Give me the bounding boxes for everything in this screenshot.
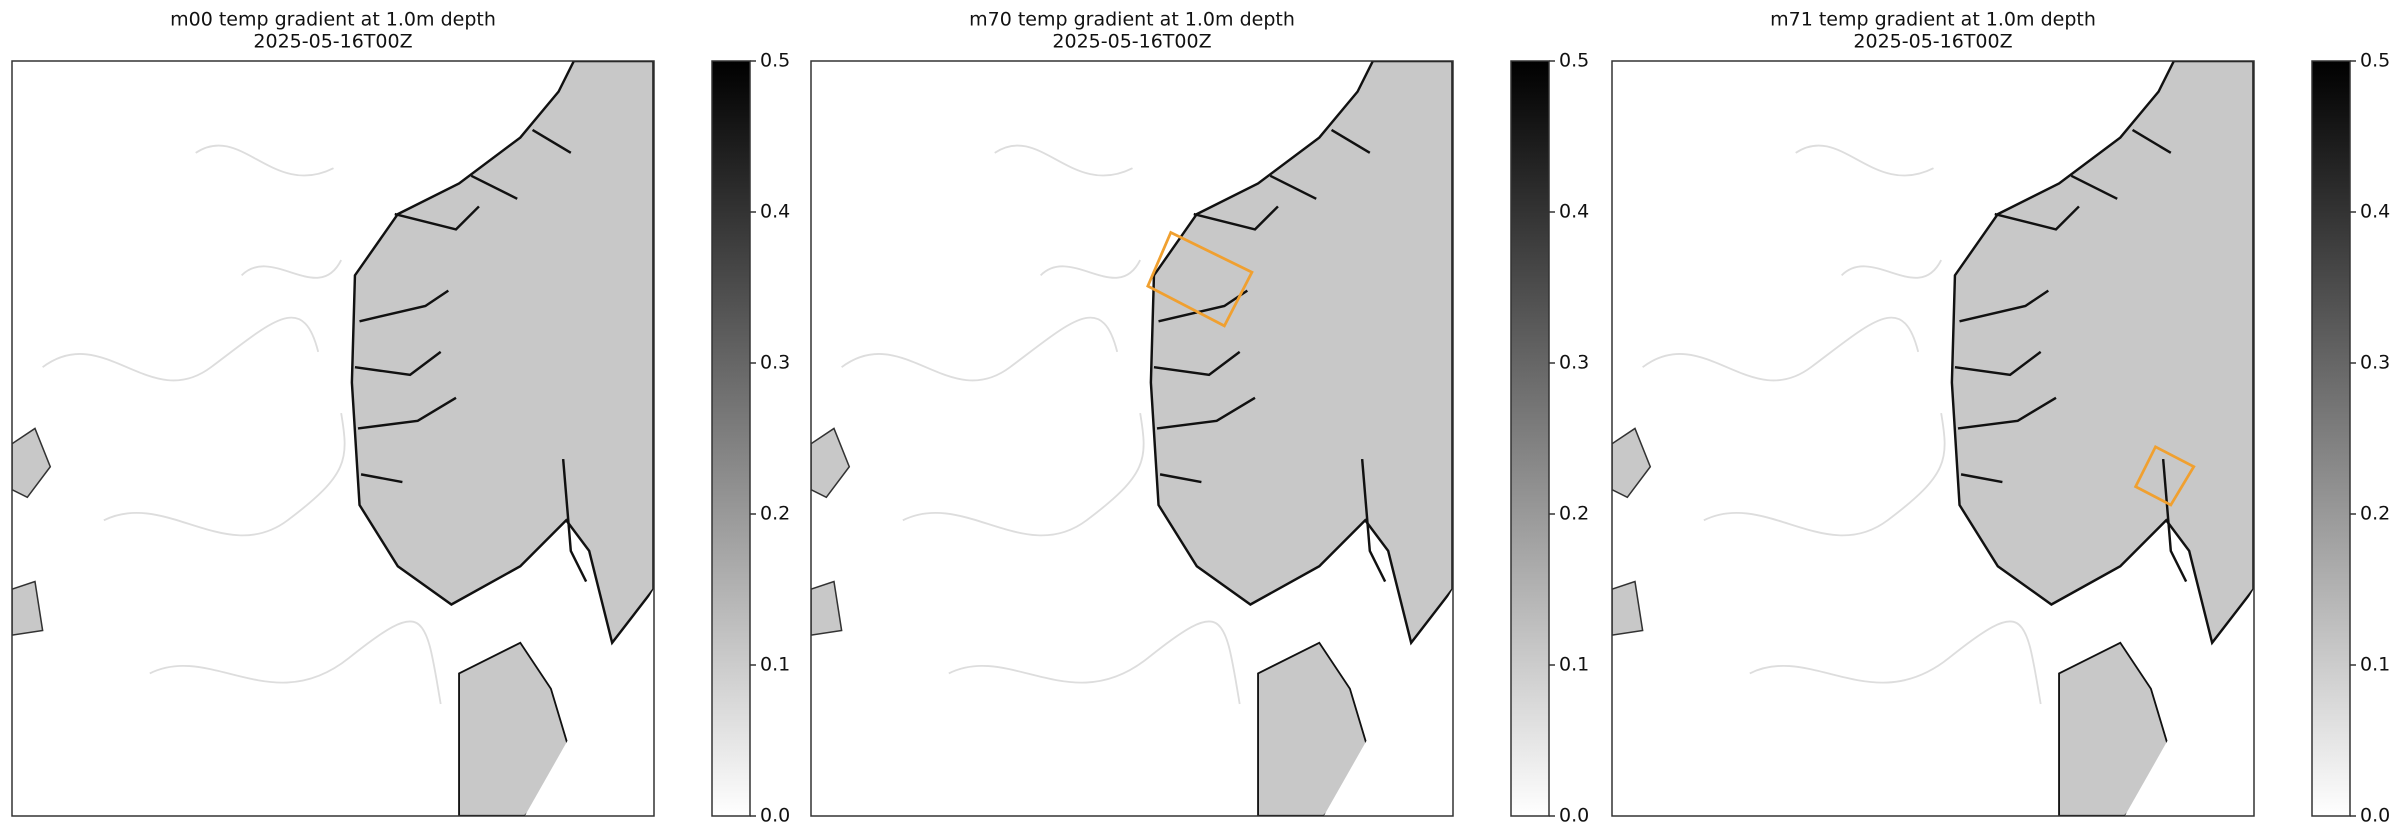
colorbar-tick-label: 0.0 bbox=[1559, 805, 1589, 827]
colorbar-tick-label: 0.1 bbox=[1559, 654, 1589, 676]
panels: m00 temp gradient at 1.0m depth 2025-05-… bbox=[11, 9, 2255, 817]
colorbar-tick-label: 0.3 bbox=[760, 352, 790, 374]
highlight-box bbox=[2133, 444, 2196, 507]
axes-frame bbox=[810, 60, 1454, 817]
colorbar-tick-label: 0.4 bbox=[1559, 201, 1589, 223]
panel-subtitle: 2025-05-16T00Z bbox=[1853, 31, 2012, 53]
panel-subtitle: 2025-05-16T00Z bbox=[253, 31, 412, 53]
colorbar-tick-label: 0.5 bbox=[2360, 50, 2390, 72]
colorbar-tick-label: 0.4 bbox=[760, 201, 790, 223]
colorbar-tick-label: 0.5 bbox=[1559, 50, 1589, 72]
map bbox=[1612, 61, 2254, 816]
colorbar-tick-label: 0.2 bbox=[1559, 503, 1589, 525]
highlight-box bbox=[1146, 230, 1254, 328]
panel: m71 temp gradient at 1.0m depth 2025-05-… bbox=[1611, 9, 2255, 817]
colorbar-tick-label: 0.5 bbox=[760, 50, 790, 72]
panel: m00 temp gradient at 1.0m depth 2025-05-… bbox=[11, 9, 655, 817]
colorbar-tick-label: 0.4 bbox=[2360, 201, 2390, 223]
colorbar bbox=[711, 60, 751, 817]
panel-title: m00 temp gradient at 1.0m depth bbox=[170, 9, 496, 31]
panel-title: m71 temp gradient at 1.0m depth bbox=[1770, 9, 2096, 31]
colorbar-tick-label: 0.3 bbox=[2360, 352, 2390, 374]
colorbar bbox=[1510, 60, 1550, 817]
colorbar bbox=[2311, 60, 2351, 817]
colorbar-tick-label: 0.0 bbox=[2360, 805, 2390, 827]
colorbar-tick-label: 0.1 bbox=[760, 654, 790, 676]
map bbox=[12, 61, 654, 816]
colorbar-tick-label: 0.2 bbox=[2360, 503, 2390, 525]
panel-subtitle: 2025-05-16T00Z bbox=[1052, 31, 1211, 53]
map bbox=[811, 61, 1453, 816]
colorbar-tick-label: 0.3 bbox=[1559, 352, 1589, 374]
colorbar-tick-label: 0.2 bbox=[760, 503, 790, 525]
colorbar-tick-label: 0.0 bbox=[760, 805, 790, 827]
colorbar-tick-label: 0.1 bbox=[2360, 654, 2390, 676]
axes-frame bbox=[11, 60, 655, 817]
axes-frame bbox=[1611, 60, 2255, 817]
panel-title: m70 temp gradient at 1.0m depth bbox=[969, 9, 1295, 31]
panel: m70 temp gradient at 1.0m depth 2025-05-… bbox=[810, 9, 1454, 817]
